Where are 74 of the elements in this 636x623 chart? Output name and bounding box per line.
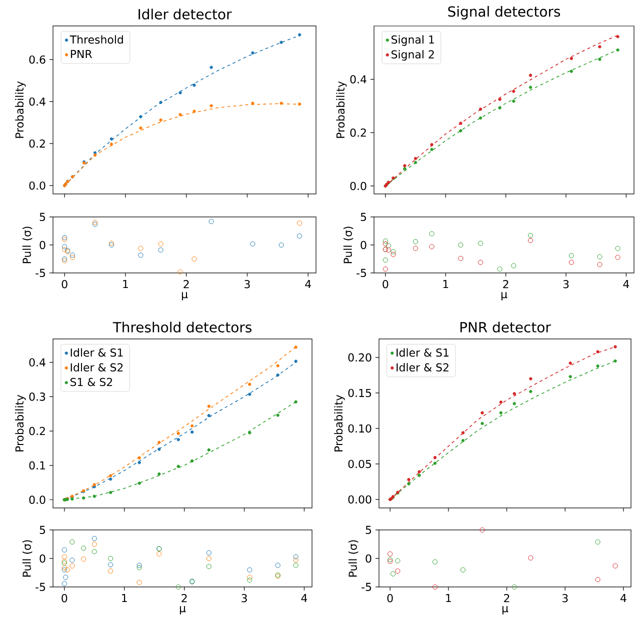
legend-label: Signal 2 [392, 50, 434, 61]
x-tick-label: 3 [562, 594, 568, 602]
y-tick-label: 5 [360, 212, 366, 222]
x-axis-title: μ [180, 606, 186, 614]
legend-label: Idler & S2 [396, 363, 448, 372]
y-tick-label: 0.4 [29, 358, 46, 366]
x-tick-label: 2 [503, 280, 508, 288]
x-tick-label: 0 [62, 280, 68, 288]
y-axis-title: Pull (σ) [348, 540, 358, 577]
y-tick-label: 0.0 [29, 496, 46, 504]
y-tick-label: 0 [40, 240, 46, 250]
x-tick-label: 1 [122, 594, 127, 602]
y-axis-title: Probability [15, 394, 26, 452]
x-tick-label: 4 [301, 594, 308, 602]
y-tick-label: -5 [362, 582, 372, 592]
y-tick-label: 0.6 [29, 55, 46, 64]
y-tick-label: 5 [366, 526, 372, 534]
y-tick-label: 0.2 [29, 426, 45, 436]
chart-title: Signal detectors [448, 6, 560, 20]
x-tick-label: 1 [443, 280, 448, 288]
legend-label: Threshold [70, 35, 123, 44]
y-tick-label: 0.05 [348, 460, 372, 468]
y-tick-label: 0 [366, 554, 372, 563]
legend-label: Idler & S1 [70, 348, 123, 357]
y-tick-label: 0.0 [29, 181, 46, 190]
x-axis-title: μ [501, 292, 508, 300]
x-tick-label: 2 [184, 280, 189, 288]
y-tick-label: 0.0 [350, 182, 366, 190]
x-axis-title: μ [502, 606, 508, 614]
y-axis-title: Pull (σ) [22, 540, 32, 577]
chart-title: Idler detector [138, 8, 232, 20]
x-tick-label: 3 [244, 280, 250, 288]
legend-label: Signal 1 [392, 35, 434, 46]
x-tick-label: 3 [563, 280, 569, 288]
y-axis-title: Pull (σ) [22, 226, 32, 264]
y-tick-label: 0.4 [29, 97, 46, 106]
y-tick-label: -5 [356, 268, 366, 278]
x-axis-title: μ [182, 292, 188, 300]
y-tick-label: -5 [36, 268, 46, 278]
x-tick-label: 1 [123, 280, 128, 288]
legend-label: Idler & S2 [70, 363, 123, 372]
x-tick-label: 4 [623, 280, 630, 288]
y-tick-label: 0.10 [348, 424, 372, 433]
y-tick-label: 0.20 [348, 353, 372, 362]
x-tick-label: 4 [305, 280, 311, 288]
y-tick-label: 5 [40, 212, 46, 222]
y-tick-label: 0.2 [29, 139, 45, 148]
y-tick-label: 0 [360, 240, 366, 250]
y-tick-label: 0.15 [348, 388, 372, 398]
y-tick-label: 0.1 [29, 461, 45, 470]
legend-label: PNR [70, 50, 92, 58]
x-tick-label: 1 [446, 594, 451, 602]
y-tick-label: 5 [40, 526, 46, 534]
y-tick-label: 0.2 [350, 128, 366, 137]
y-axis-title: Probability [336, 81, 347, 138]
x-tick-label: 2 [182, 594, 187, 602]
x-tick-label: 4 [620, 594, 626, 602]
chart-title: PNR detector [460, 322, 551, 332]
y-tick-label: -5 [36, 582, 46, 592]
x-tick-label: 0 [387, 594, 393, 602]
legend-label: Idler & S1 [396, 348, 448, 357]
y-tick-label: 0.3 [29, 392, 46, 401]
y-tick-label: 0 [40, 554, 46, 563]
x-tick-label: 0 [62, 594, 68, 602]
y-tick-label: 0.00 [348, 495, 372, 504]
y-axis-title: Probability [15, 81, 26, 138]
x-tick-label: 0 [382, 280, 388, 288]
legend-label: S1 & S2 [70, 378, 112, 386]
y-axis-title: Pull (σ) [343, 226, 354, 264]
x-tick-label: 3 [242, 594, 247, 602]
y-tick-label: 0.4 [350, 75, 366, 84]
x-tick-label: 2 [504, 594, 510, 602]
chart-title: Threshold detectors [112, 322, 252, 332]
y-axis-title: Probability [334, 394, 345, 452]
